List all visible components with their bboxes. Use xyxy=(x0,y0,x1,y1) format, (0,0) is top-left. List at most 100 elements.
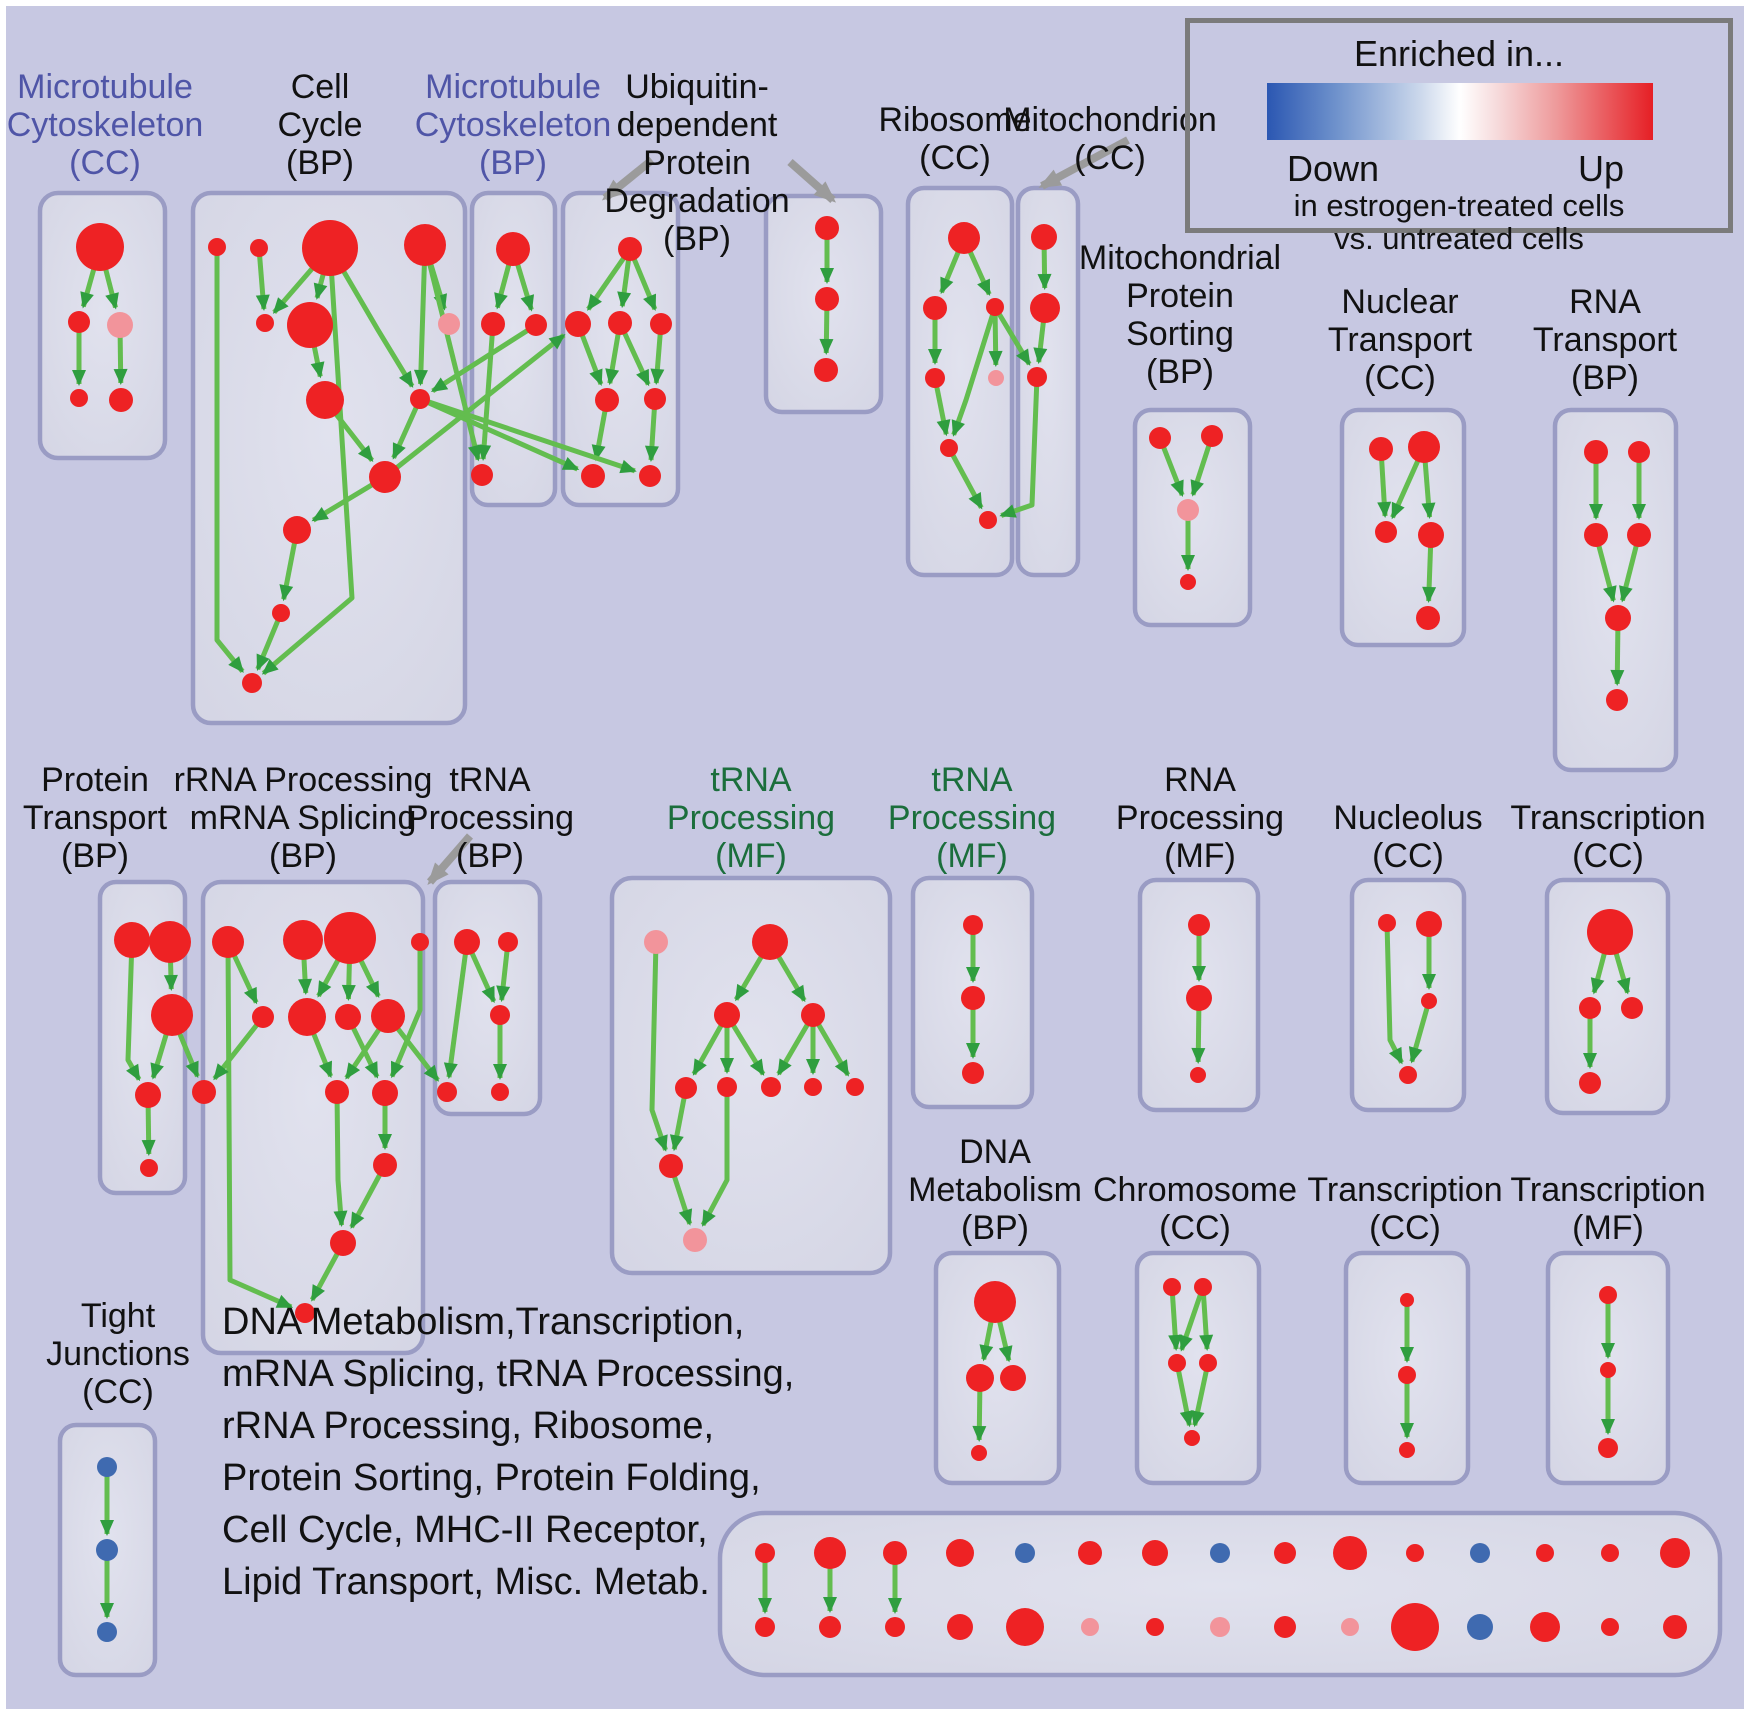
go-term-node-rrna xyxy=(192,1080,216,1104)
cluster-label-ribosome: Ribosome (CC) xyxy=(878,101,1032,177)
go-term-node-mt_cc xyxy=(107,312,133,338)
go-term-node-prot_trans xyxy=(151,994,193,1036)
go-term-node-ribosome xyxy=(986,298,1004,316)
go-term-node-bottom_strip xyxy=(1406,1544,1424,1562)
go-term-node-trans_cc_mid xyxy=(1587,909,1633,955)
go-term-node-nuc_trans xyxy=(1369,437,1393,461)
go-term-node-trna_bp xyxy=(498,932,518,952)
cluster-label-trna_bp: tRNA Processing (BP) xyxy=(405,761,575,875)
go-term-node-rrna xyxy=(372,1080,398,1106)
legend-title: Enriched in... xyxy=(1353,33,1565,74)
cluster-label-trna_mf1: tRNA Processing (MF) xyxy=(666,761,836,875)
go-term-node-nucleolus xyxy=(1416,911,1442,937)
go-term-node-bottom_strip xyxy=(1333,1536,1367,1570)
go-term-node-trans_cc_bot xyxy=(1398,1366,1416,1384)
go-term-node-ubiq1 xyxy=(581,464,605,488)
go-term-node-trna_mf1 xyxy=(804,1078,822,1096)
go-term-node-dna_met xyxy=(974,1281,1016,1323)
cluster-label-prot_trans: Protein Transport (BP) xyxy=(22,761,168,875)
go-term-node-trans_cc_bot xyxy=(1400,1293,1414,1307)
nodes-layer xyxy=(68,216,1690,1651)
go-term-node-rna_mf xyxy=(1190,1067,1206,1083)
misc-text-line: Protein Sorting, Protein Folding, xyxy=(222,1457,761,1499)
go-term-node-rrna xyxy=(288,998,326,1036)
cluster-label-rna_mf: RNA Processing (MF) xyxy=(1115,761,1285,875)
go-term-node-trna_mf1 xyxy=(761,1077,781,1097)
go-term-node-bottom_strip xyxy=(1078,1541,1102,1565)
go-term-node-rrna xyxy=(371,999,405,1033)
legend-down-label: Down xyxy=(1287,148,1380,189)
go-term-node-ribosome xyxy=(925,368,945,388)
go-term-node-prot_trans xyxy=(135,1082,161,1108)
legend-gradient-bar xyxy=(1267,83,1653,140)
go-term-node-trna_mf1 xyxy=(717,1077,737,1097)
edge-arrow-rrna xyxy=(333,1091,348,1228)
go-term-node-trna_mf1 xyxy=(644,930,668,954)
go-term-node-cell_cycle xyxy=(250,239,268,257)
annotation-arrows-layer xyxy=(426,136,1130,886)
go-term-node-bottom_strip xyxy=(1015,1543,1035,1563)
go-term-node-rrna xyxy=(335,1004,361,1030)
cluster-label-nuc_trans: Nuclear Transport (CC) xyxy=(1327,283,1473,397)
cluster-label-mt_bp: Microtubule Cytoskeleton (BP) xyxy=(414,68,612,182)
go-term-node-bottom_strip xyxy=(1274,1542,1296,1564)
cluster-label-tight_junc: Tight Junctions (CC) xyxy=(46,1297,190,1411)
go-term-node-dna_met xyxy=(971,1445,987,1461)
edge-arrow-ribosome xyxy=(946,446,984,510)
edge-arrow-nucleolus xyxy=(1408,1000,1432,1064)
go-term-node-bottom_strip xyxy=(755,1617,775,1637)
cluster-box-chromosome xyxy=(1134,1250,1262,1486)
go-term-node-trna_mf1 xyxy=(752,924,788,960)
edge-arrow-ubiq1 xyxy=(586,247,633,311)
go-term-node-bottom_strip xyxy=(755,1543,775,1563)
edge-arrow-cross xyxy=(419,396,637,474)
go-term-node-cell_cycle xyxy=(272,604,290,622)
edge-arrow-chromosome xyxy=(1168,1286,1183,1352)
go-term-node-trna_mf2 xyxy=(962,1062,984,1084)
go-term-node-tight_junc xyxy=(97,1622,117,1642)
go-term-node-mito xyxy=(1027,367,1047,387)
edge-arrow-cross xyxy=(422,244,482,462)
go-term-node-bottom_strip xyxy=(1663,1615,1687,1639)
cluster-box-rna_trans xyxy=(1552,407,1679,773)
go-term-node-trna_bp xyxy=(490,1005,510,1025)
cluster-box-trna_bp xyxy=(432,879,543,1117)
go-term-node-bottom_strip xyxy=(1210,1543,1230,1563)
edge-arrow-ribosome xyxy=(988,306,1003,368)
edge-arrow-trna_mf1 xyxy=(649,941,668,1152)
go-term-node-rna_mf xyxy=(1188,914,1210,936)
go-term-node-cell_cycle xyxy=(287,302,333,348)
go-term-node-trna_bp xyxy=(491,1083,509,1101)
go-term-node-bottom_strip xyxy=(1210,1617,1230,1637)
go-term-node-bottom_strip xyxy=(947,1614,973,1640)
go-term-node-prot_trans xyxy=(140,1159,158,1177)
go-term-node-rna_trans xyxy=(1584,523,1608,547)
edge-arrow-rrna xyxy=(212,1015,265,1081)
edge-arrow-cross xyxy=(999,376,1040,518)
go-term-node-bottom_strip xyxy=(1601,1544,1619,1562)
go-term-node-mito xyxy=(1031,224,1057,250)
go-term-node-ribosome xyxy=(948,222,980,254)
go-term-node-mt_cc xyxy=(76,223,124,271)
cluster-label-trans_cc_mid: Transcription (CC) xyxy=(1510,799,1706,875)
edge-arrow-mt_bp xyxy=(477,323,496,462)
edge-arrow-cell_cycle xyxy=(214,247,245,673)
go-term-node-rrna xyxy=(324,912,376,964)
go-term-node-trna_bp xyxy=(454,929,480,955)
edge-arrow-chromosome xyxy=(1174,1362,1194,1428)
misc-text-line: Lipid Transport, Misc. Metab. xyxy=(222,1561,710,1603)
edge-arrow-cell_cycle xyxy=(391,397,423,460)
go-term-node-mt_bp xyxy=(525,314,547,336)
annotation-arrow xyxy=(601,156,655,202)
go-term-node-rrna xyxy=(373,1153,397,1177)
go-term-node-mito_sort xyxy=(1201,425,1223,447)
go-term-node-ribosome xyxy=(979,511,997,529)
go-term-node-tight_junc xyxy=(96,1539,118,1561)
cluster-label-cell_cycle: Cell Cycle (BP) xyxy=(277,68,363,182)
go-term-node-mito_sort xyxy=(1177,499,1199,521)
go-term-node-ubiq1 xyxy=(565,311,591,337)
go-term-node-bottom_strip xyxy=(1536,1544,1554,1562)
go-term-node-trna_mf1 xyxy=(659,1154,683,1178)
